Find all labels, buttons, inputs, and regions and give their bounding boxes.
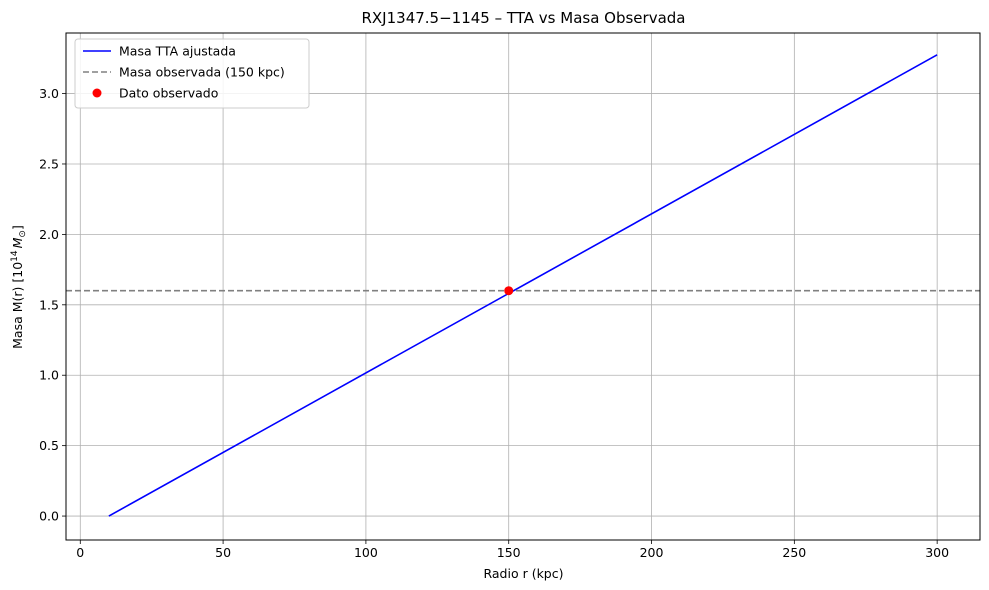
legend-entry-label: Masa TTA ajustada: [119, 44, 236, 59]
x-tick-label: 50: [215, 545, 231, 560]
y-axis-label: Masa M(r) [1014 M⊙]: [10, 225, 28, 349]
legend: Masa TTA ajustada Masa observada (150 kpc…: [74, 38, 310, 109]
x-tick-label: 0: [76, 545, 84, 560]
x-tick-label: 250: [782, 545, 806, 560]
x-tick-label: 150: [497, 545, 521, 560]
series-line-masa-tta: [108, 54, 938, 517]
x-tick-label: 100: [354, 545, 378, 560]
x-axis-label: Radio r (kpc): [483, 566, 563, 581]
y-tick-label: 0.0: [39, 509, 59, 524]
x-tick-label: 300: [925, 545, 949, 560]
axes-frame: [65, 32, 981, 541]
y-tick-label: 2.5: [39, 156, 59, 171]
legend-entry-label: Dato observado: [119, 86, 218, 101]
legend-box: [74, 38, 310, 109]
legend-entry-label: Masa observada (150 kpc): [119, 65, 285, 80]
data-point-observado: [504, 286, 514, 296]
y-tick-label: 1.5: [39, 297, 59, 312]
y-tick-label: 1.0: [39, 368, 59, 383]
y-axis-label-unit: M: [10, 237, 25, 248]
plot-area: [65, 32, 981, 541]
y-tick-label: 0.5: [39, 438, 59, 453]
x-tick-label: 200: [640, 545, 664, 560]
grid: [66, 33, 980, 540]
x-axis-ticks: 0 50 100 150 200 250 300: [76, 540, 949, 560]
y-axis-label-prefix: Masa M(r) [10: [10, 262, 25, 349]
y-axis-label-suffix: ]: [10, 225, 25, 230]
y-axis-label-subscript: ⊙: [18, 230, 28, 238]
data-marks: [66, 54, 980, 517]
y-tick-label: 3.0: [39, 86, 59, 101]
y-axis-label-exponent: 14: [10, 250, 20, 262]
chart-title: RXJ1347.5−1145 – TTA vs Masa Observada: [361, 9, 685, 27]
legend-swatch-point: [92, 88, 102, 98]
y-tick-label: 2.0: [39, 227, 59, 242]
y-axis-ticks: 0.0 0.5 1.0 1.5 2.0 2.5 3.0: [39, 86, 66, 524]
